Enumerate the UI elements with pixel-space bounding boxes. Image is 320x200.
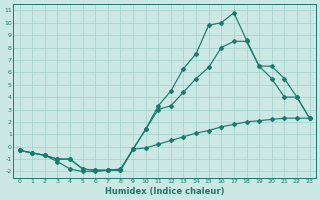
X-axis label: Humidex (Indice chaleur): Humidex (Indice chaleur) bbox=[105, 187, 224, 196]
